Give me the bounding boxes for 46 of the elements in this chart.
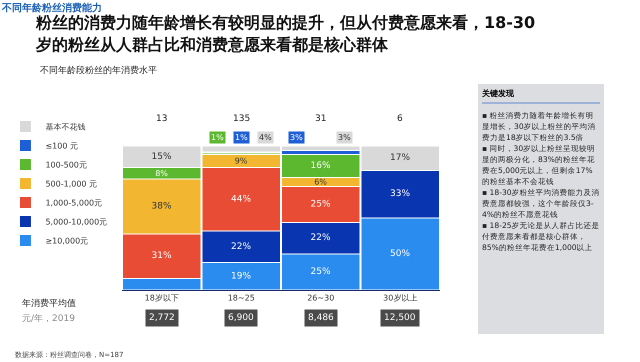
chart-subtitle: 不同年龄段粉丝的年消费水平 [40,64,157,77]
data-label: 19% [231,271,252,282]
chart-title: 粉丝的消费力随年龄增长有较明显的提升，但从付费意愿来看，18-30岁的粉丝从人群占比和消费意愿来看都是核心群体 [36,13,536,56]
legend-label: 500-1,000 元 [45,180,98,189]
annotation: 13 [156,114,168,124]
text: 不同年龄粉丝消费能力 [2,2,102,14]
text: 6,900 [228,313,254,323]
x-tick-label: 18~25 [228,294,255,303]
data-label: 38% [152,201,172,212]
data-label: 15% [152,152,172,162]
annotation: 31 [315,114,326,124]
annotation: 6 [397,114,403,124]
data-label: 9% [234,156,248,166]
data-label: 3% [290,133,304,142]
data-label: 8% [155,168,168,178]
legend-label: 1,000-5,000元 [45,198,102,208]
data-label: 50% [390,249,410,259]
text: 12,500 [384,313,416,323]
text: 2,772 [149,313,175,323]
legend-label: ≤100 元 [45,142,78,151]
legend-label: 100-500元 [45,160,87,170]
legend-label: 5,000-10,000元 [45,218,108,227]
legend-label: 基本不花钱 [45,122,86,132]
legend-label: ≥10,000元 [45,236,88,246]
data-label: 25% [310,267,331,277]
text: 8,486 [308,313,334,323]
data-label: 16% [310,161,331,172]
x-tick-label: 30岁以上 [383,294,418,303]
data-label: 17% [390,153,410,164]
text: 关键发现 [482,88,600,104]
data-label: 22% [310,233,331,244]
x-tick-label: 18岁以下 [144,294,179,303]
text: 元/年，2019 [22,313,76,324]
x-tick-label: 26~30 [307,294,334,303]
data-label: 22% [231,242,252,252]
annotation: 135 [233,114,250,124]
data-label: 33% [390,189,410,200]
data-label: 3% [338,133,352,142]
data-label: 44% [231,194,252,204]
text: 年消费平均值 [22,298,76,309]
data-label: 4% [259,133,272,142]
data-label: 6% [314,178,328,186]
data-label: 31% [152,251,172,262]
data-label: 1% [235,133,248,142]
data-label: 1% [211,133,224,142]
data-label: 25% [310,199,331,210]
